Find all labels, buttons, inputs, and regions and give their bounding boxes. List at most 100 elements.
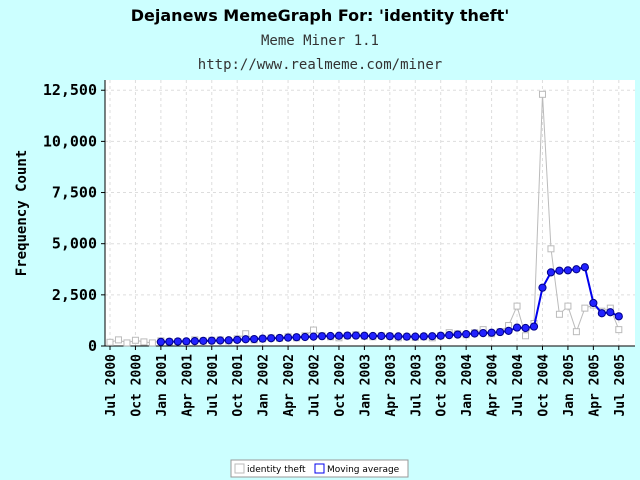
identity-theft-point — [547, 245, 555, 253]
moving-average-point — [258, 334, 267, 343]
identity-theft-point — [513, 302, 521, 310]
x-tick-label: Oct 2002 — [333, 354, 348, 417]
moving-average-point — [199, 336, 208, 345]
x-tick-label: Oct 2003 — [435, 354, 450, 417]
identity-theft-point — [106, 338, 114, 346]
x-tick-label: Jan 2003 — [358, 354, 373, 417]
identity-theft-point — [615, 326, 623, 334]
x-tick-label: Jan 2001 — [155, 354, 170, 417]
x-tick-label: Apr 2001 — [180, 354, 195, 417]
moving-average-point — [580, 263, 589, 272]
moving-average-point — [326, 331, 335, 341]
identity-theft-point — [114, 336, 122, 344]
x-tick-label: Apr 2002 — [282, 354, 297, 417]
moving-average-point — [300, 332, 310, 342]
moving-average-point — [156, 337, 165, 347]
x-tick-label: Jul 2004 — [511, 354, 526, 417]
moving-average-point — [411, 332, 420, 341]
identity-theft-point — [538, 90, 546, 98]
moving-average-point — [351, 331, 361, 340]
moving-average-point — [419, 332, 428, 341]
plot-area — [105, 80, 635, 346]
legend-label-identity-theft: identity theft — [247, 465, 306, 475]
identity-theft-point — [123, 339, 131, 347]
moving-average-point — [190, 336, 199, 346]
identity-theft-point — [310, 326, 318, 334]
moving-average-point — [555, 266, 564, 275]
moving-average-point — [394, 332, 403, 341]
moving-average-point — [182, 337, 191, 346]
x-tick-label: Jul 2000 — [104, 354, 119, 417]
legend-label-moving-average: Moving average — [327, 465, 400, 475]
moving-average-point — [368, 331, 377, 341]
identity-theft-point — [564, 302, 572, 310]
moving-average-point — [165, 337, 174, 346]
moving-average-point — [428, 332, 437, 341]
moving-average-point — [606, 308, 615, 317]
moving-average-point — [453, 330, 462, 339]
y-tick-label: 5,000 — [52, 235, 97, 253]
moving-average-point — [343, 331, 352, 340]
identity-theft-point — [572, 328, 580, 336]
legend-swatch-identity-theft — [234, 463, 245, 474]
legend: identity theft Moving average — [230, 459, 409, 478]
moving-average-point — [546, 268, 556, 277]
moving-average-point — [572, 265, 581, 274]
moving-average-point — [216, 336, 225, 345]
moving-average-point — [334, 331, 344, 340]
x-tick-label: Apr 2003 — [384, 354, 399, 417]
y-tick-label: 2,500 — [52, 286, 97, 304]
moving-average-point — [470, 329, 479, 338]
identity-theft-point — [581, 304, 589, 312]
identity-theft-point — [140, 338, 148, 346]
moving-average-point — [224, 336, 233, 345]
x-tick-label: Jul 2002 — [308, 354, 323, 417]
moving-average-point — [267, 334, 276, 343]
series-moving-average — [156, 263, 623, 347]
x-tick-label: Oct 2004 — [536, 354, 551, 417]
moving-average-point — [538, 283, 547, 292]
moving-average-point — [283, 333, 293, 342]
moving-average-point — [597, 309, 606, 318]
moving-average-point — [512, 323, 522, 332]
identity-theft-point — [148, 339, 156, 347]
x-tick-label: Jan 2002 — [257, 354, 272, 417]
y-axis-ticks: 0 2,500 5,000 7,500 10,000 12,500 — [43, 81, 105, 355]
identity-theft-point — [131, 336, 139, 344]
moving-average-point — [173, 337, 182, 346]
y-tick-label: 10,000 — [43, 132, 97, 150]
moving-average-point — [487, 328, 496, 337]
grid-lines — [105, 80, 635, 346]
moving-average-point — [436, 331, 445, 340]
moving-average-point — [402, 332, 411, 341]
identity-theft-point — [522, 332, 530, 340]
moving-average-point — [614, 312, 623, 321]
moving-average-point — [233, 335, 242, 344]
moving-average-point — [250, 334, 259, 344]
moving-average-point — [445, 331, 454, 340]
x-tick-label: Apr 2004 — [486, 354, 501, 417]
x-tick-label: Jan 2005 — [562, 354, 577, 417]
x-tick-label: Jul 2005 — [613, 354, 628, 417]
x-tick-label: Apr 2005 — [587, 354, 602, 417]
x-tick-label: Oct 2000 — [129, 354, 144, 417]
chart-url: http://www.realmeme.com/miner — [198, 57, 442, 73]
chart-title: Dejanews MemeGraph For: 'identity theft' — [131, 6, 509, 25]
y-tick-label: 7,500 — [52, 184, 97, 202]
moving-average-point — [462, 330, 471, 339]
moving-average-point — [589, 298, 598, 308]
moving-average-point — [563, 266, 573, 275]
moving-average-point — [529, 322, 539, 331]
moving-average-point — [360, 331, 369, 340]
y-tick-label: 12,500 — [43, 81, 97, 99]
series-layer — [106, 90, 623, 347]
x-tick-label: Jul 2003 — [409, 354, 424, 417]
x-tick-label: Jan 2004 — [460, 354, 475, 417]
moving-average-point — [479, 329, 488, 338]
moving-average-point — [292, 333, 301, 342]
moving-average-point — [385, 332, 394, 341]
chart-subtitle: Meme Miner 1.1 — [261, 33, 379, 49]
x-tick-label: Jul 2001 — [206, 354, 221, 417]
moving-average-point — [495, 327, 505, 337]
moving-average-point — [241, 335, 250, 344]
